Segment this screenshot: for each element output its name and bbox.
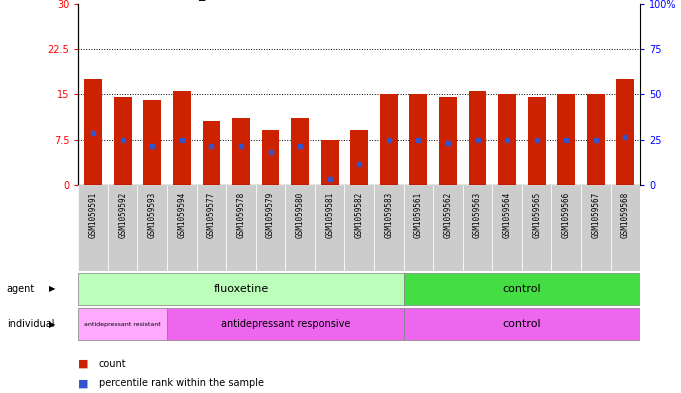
Text: GSM1059577: GSM1059577: [207, 192, 216, 238]
Bar: [291, 118, 309, 185]
Text: GSM1059582: GSM1059582: [355, 192, 364, 238]
Bar: [552, 185, 581, 271]
Text: GSM1059565: GSM1059565: [532, 192, 541, 238]
Bar: [167, 308, 404, 340]
Text: GSM1059566: GSM1059566: [562, 192, 571, 238]
Text: individual: individual: [7, 319, 54, 329]
Bar: [114, 97, 131, 185]
Bar: [380, 94, 398, 185]
Text: GSM1059562: GSM1059562: [443, 192, 452, 238]
Text: control: control: [503, 284, 541, 294]
Bar: [350, 130, 368, 185]
Text: ■: ■: [78, 358, 89, 369]
Bar: [611, 185, 640, 271]
Bar: [262, 130, 279, 185]
Bar: [587, 94, 605, 185]
Bar: [108, 185, 138, 271]
Text: GSM1059561: GSM1059561: [414, 192, 423, 238]
Text: ■: ■: [78, 378, 89, 388]
Text: GSM1059568: GSM1059568: [621, 192, 630, 238]
Bar: [144, 100, 161, 185]
Bar: [404, 273, 640, 305]
Text: antidepressant responsive: antidepressant responsive: [221, 319, 350, 329]
Text: GSM1059567: GSM1059567: [591, 192, 600, 238]
Text: GSM1059583: GSM1059583: [384, 192, 394, 238]
Bar: [498, 94, 516, 185]
Bar: [522, 185, 552, 271]
Bar: [345, 185, 374, 271]
Text: GSM1059580: GSM1059580: [296, 192, 304, 238]
Text: GSM1059581: GSM1059581: [325, 192, 334, 238]
Text: GSM1059564: GSM1059564: [503, 192, 511, 238]
Bar: [374, 185, 404, 271]
Bar: [256, 185, 285, 271]
Bar: [616, 79, 634, 185]
Text: agent: agent: [7, 284, 35, 294]
Bar: [285, 185, 315, 271]
Bar: [409, 94, 427, 185]
Text: GSM1059578: GSM1059578: [236, 192, 245, 238]
Text: ▶: ▶: [49, 285, 56, 293]
Bar: [173, 91, 191, 185]
Bar: [557, 94, 575, 185]
Bar: [78, 308, 167, 340]
Bar: [462, 185, 492, 271]
Text: control: control: [503, 319, 541, 329]
Bar: [469, 91, 486, 185]
Text: GSM1059591: GSM1059591: [89, 192, 97, 238]
Bar: [226, 185, 256, 271]
Text: GSM1059593: GSM1059593: [148, 192, 157, 238]
Bar: [197, 185, 226, 271]
Bar: [167, 185, 197, 271]
Bar: [321, 140, 338, 185]
Bar: [581, 185, 611, 271]
Bar: [404, 308, 640, 340]
Bar: [84, 79, 102, 185]
Text: GSM1059592: GSM1059592: [118, 192, 127, 238]
Text: GSM1059594: GSM1059594: [177, 192, 187, 238]
Text: ▶: ▶: [49, 320, 56, 329]
Bar: [528, 97, 545, 185]
Text: antidepressant resistant: antidepressant resistant: [84, 322, 161, 327]
Bar: [202, 121, 220, 185]
Bar: [78, 185, 108, 271]
Bar: [404, 185, 433, 271]
Text: GSM1059563: GSM1059563: [473, 192, 482, 238]
Bar: [232, 118, 250, 185]
Bar: [433, 185, 462, 271]
Bar: [439, 97, 457, 185]
Text: percentile rank within the sample: percentile rank within the sample: [99, 378, 264, 388]
Bar: [138, 185, 167, 271]
Bar: [315, 185, 345, 271]
Text: count: count: [99, 358, 127, 369]
Text: GSM1059579: GSM1059579: [266, 192, 275, 238]
Bar: [492, 185, 522, 271]
Text: fluoxetine: fluoxetine: [213, 284, 268, 294]
Bar: [78, 273, 404, 305]
